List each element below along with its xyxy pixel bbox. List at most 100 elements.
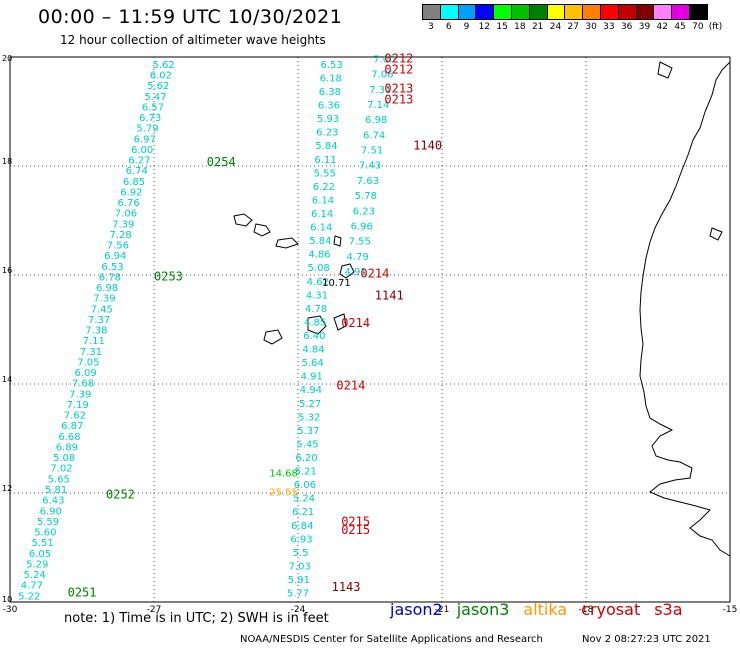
swh-value: 6.06 [294, 480, 316, 491]
legend-bin: 18 [510, 4, 530, 32]
swh-value: 5.24 [23, 570, 45, 581]
swh-value: 5.24 [293, 494, 315, 505]
time-label: 0215 [341, 523, 370, 537]
swh-value: 7.37 [88, 315, 110, 326]
generated-timestamp: Nov 2 08:27:23 UTC 2021 [582, 634, 711, 645]
swh-value: 7.39 [93, 294, 115, 305]
x-tick-label: -30 [3, 605, 18, 615]
altimeter-tracks: 5.626.025.625.476.576.735.796.976.006.27… [18, 54, 395, 602]
swh-value: 7.31 [369, 85, 391, 96]
legend-label: 42 [656, 22, 668, 32]
time-label: 0215 [341, 515, 370, 529]
x-tick-label: -24 [291, 605, 306, 615]
swh-value: 5.84 [309, 236, 331, 247]
swh-value: 25.55 [269, 488, 298, 499]
swh-value: 7.55 [349, 237, 371, 248]
swh-value: 5.51 [32, 538, 54, 549]
swh-value: 5.29 [26, 559, 48, 570]
footer-note: note: 1) Time is in UTC; 2) SWH is in fe… [64, 611, 329, 626]
legend-label: 12 [478, 22, 491, 32]
legend-label: 70 [692, 22, 704, 32]
swh-value: 4.77 [21, 581, 43, 592]
swh-value: 5.62 [152, 60, 174, 71]
legend-label: 24 [549, 22, 562, 32]
swh-value: 7.56 [107, 241, 129, 252]
swh-value: 4.86 [308, 250, 330, 261]
swh-value: 6.96 [351, 221, 373, 232]
swh-value: 4.91 [344, 267, 366, 278]
swh-value: 6.53 [320, 60, 342, 71]
swh-value: 4.78 [305, 304, 327, 315]
legend-label: 9 [463, 22, 470, 32]
swh-value: 7.31 [80, 347, 102, 358]
coastline [233, 61, 731, 557]
island-outline [657, 61, 673, 79]
legend-bin: 70 [688, 4, 708, 32]
swh-value: 7.51 [361, 146, 383, 157]
legend-bin: 9 [457, 4, 477, 32]
legend-unit: (ft) [708, 22, 723, 32]
swh-value: 4.62 [307, 277, 329, 288]
y-tick-label: 14 [2, 375, 12, 384]
swh-value: 5.32 [298, 412, 320, 423]
swh-value: 6.93 [290, 534, 312, 545]
swh-value: 5.08 [53, 453, 75, 464]
swh-value: 6.78 [99, 272, 121, 283]
time-label: 0214 [360, 267, 389, 281]
island-outline [233, 213, 253, 227]
swh-value: 6.14 [311, 209, 333, 220]
legend-label: 27 [567, 22, 579, 32]
legend-bin: 42 [653, 4, 673, 32]
y-tick-label: 12 [2, 484, 12, 493]
time-label: 1143 [332, 580, 361, 594]
legend-label: 33 [603, 22, 615, 32]
time-label: 0213 [384, 92, 413, 106]
swh-value: 6.74 [126, 166, 148, 177]
swh-value: 6.94 [104, 251, 126, 262]
swh-value: 7.19 [66, 400, 88, 411]
swh-value: 5.45 [296, 439, 318, 450]
credit-line: NOAA/NESDIS Center for Satellite Applica… [240, 634, 543, 645]
swh-value: 7.39 [69, 389, 91, 400]
swh-value: 5.84 [315, 141, 337, 152]
swh-value: 5.47 [144, 92, 166, 103]
swh-value: 4.94 [300, 385, 322, 396]
swh-value: 6.57 [142, 102, 164, 113]
legend-label: 15 [496, 22, 508, 32]
swh-value: 7.05 [77, 357, 99, 368]
swh-value: 5.27 [299, 399, 321, 410]
island-outline [253, 223, 271, 237]
legend-label: 21 [531, 22, 544, 32]
swh-value: 7.14 [367, 100, 389, 111]
swh-value: 5.78 [355, 191, 377, 202]
legend-label: 39 [638, 22, 651, 32]
island-outline [263, 329, 283, 345]
swh-value: 5.60 [34, 528, 56, 539]
time-label: 1140 [413, 139, 442, 153]
swh-value: 10.71 [322, 278, 351, 289]
swh-value: 6.76 [118, 198, 140, 209]
swh-value: 6.90 [40, 506, 62, 517]
swh-value: 4.31 [306, 290, 328, 301]
y-tick-label: 20 [2, 54, 12, 63]
island-outline [275, 237, 299, 249]
legend-label: 45 [674, 22, 686, 32]
swh-value: 5.91 [288, 575, 310, 586]
axis-ticks: -30 -27 -24 -21 -18 -15 20 18 16 14 12 10 [2, 54, 737, 615]
swh-value: 4.85 [304, 317, 326, 328]
swh-value: 6.02 [150, 71, 172, 82]
swh-value: 6.27 [128, 156, 150, 167]
swh-value: 4.84 [302, 345, 324, 356]
time-label: 0251 [68, 586, 97, 600]
x-tick-label: -21 [435, 605, 450, 615]
time-label: 0254 [207, 155, 236, 169]
swh-value: 6.14 [310, 223, 332, 234]
time-label: 0212 [384, 51, 413, 65]
swh-value: 6.36 [318, 101, 340, 112]
legend-label: 3 [428, 22, 434, 32]
swh-value: 6.20 [295, 453, 317, 464]
page-title: 00:00 – 11:59 UTC 10/30/2021 [38, 6, 343, 28]
swh-value: 7.63 [357, 176, 379, 187]
